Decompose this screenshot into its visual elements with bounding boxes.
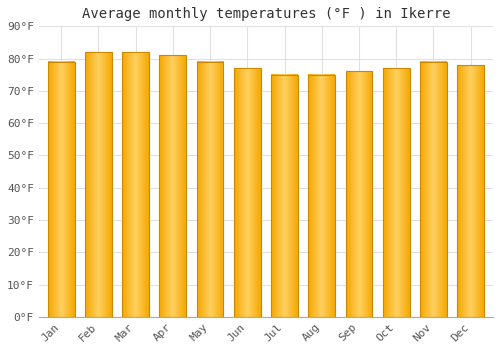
Bar xyxy=(234,68,260,317)
Bar xyxy=(271,75,298,317)
Bar xyxy=(85,52,112,317)
Bar xyxy=(308,75,335,317)
Bar xyxy=(48,62,74,317)
Bar xyxy=(383,68,409,317)
Bar xyxy=(458,65,484,317)
Bar xyxy=(196,62,224,317)
Bar xyxy=(160,55,186,317)
Title: Average monthly temperatures (°F ) in Ikerre: Average monthly temperatures (°F ) in Ik… xyxy=(82,7,450,21)
Bar xyxy=(122,52,149,317)
Bar xyxy=(420,62,447,317)
Bar xyxy=(346,71,372,317)
